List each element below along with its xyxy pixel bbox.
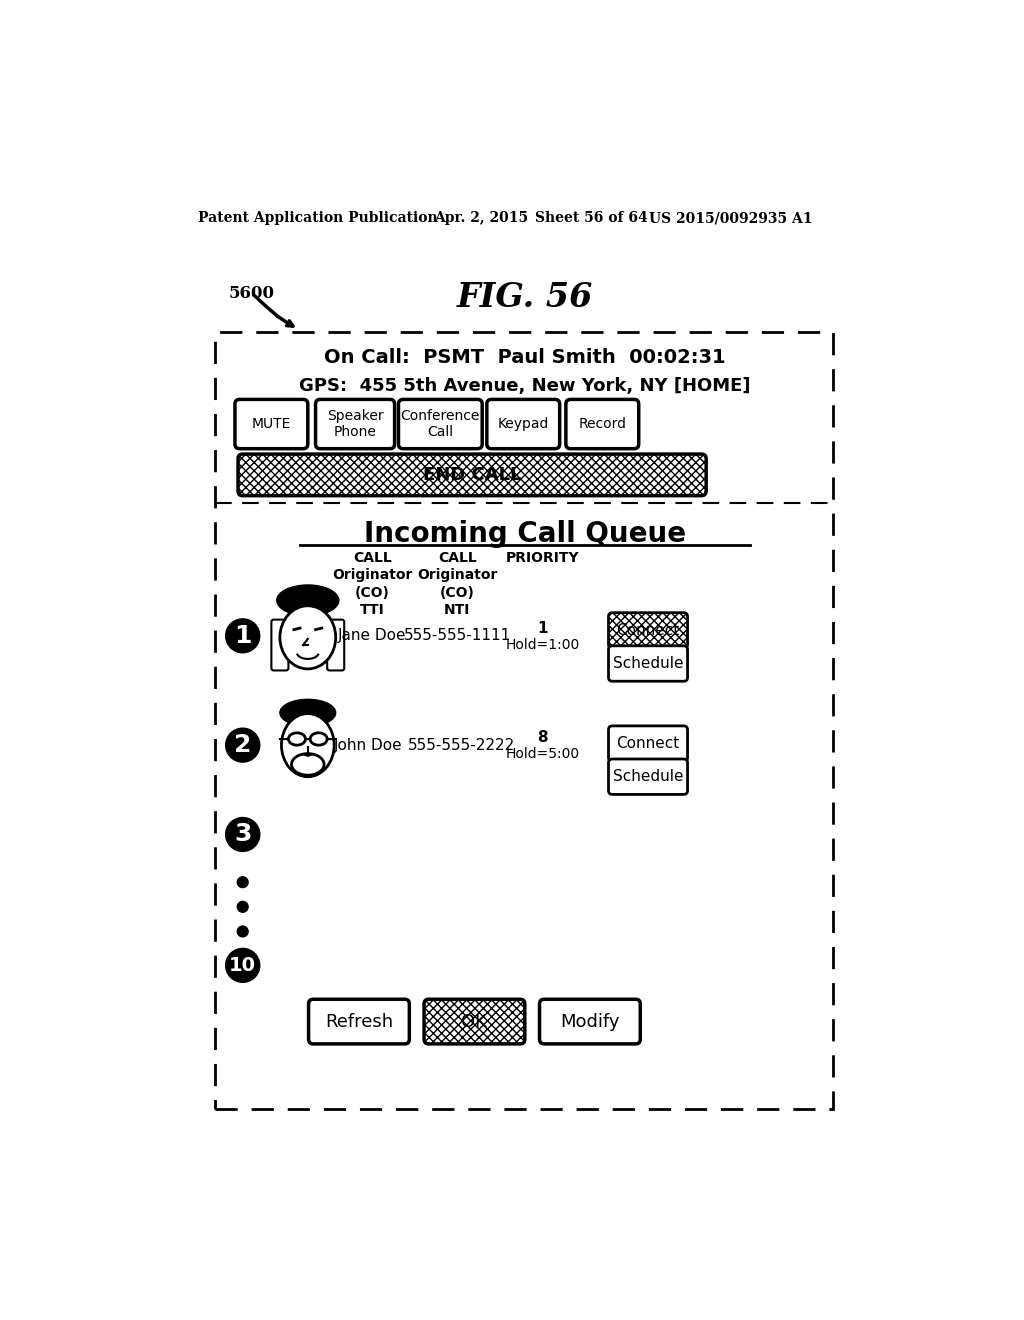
Text: Incoming Call Queue: Incoming Call Queue (364, 520, 686, 548)
Text: PRIORITY: PRIORITY (506, 552, 580, 565)
FancyBboxPatch shape (234, 400, 308, 449)
Circle shape (225, 817, 260, 851)
Text: 3: 3 (234, 822, 251, 846)
FancyBboxPatch shape (308, 999, 410, 1044)
Text: Record: Record (579, 417, 627, 432)
Ellipse shape (310, 733, 328, 744)
FancyBboxPatch shape (424, 999, 524, 1044)
Text: 2: 2 (234, 733, 251, 758)
Text: Speaker
Phone: Speaker Phone (327, 409, 383, 440)
Text: 1: 1 (538, 620, 548, 636)
Text: On Call:  PSMT  Paul Smith  00:02:31: On Call: PSMT Paul Smith 00:02:31 (324, 347, 726, 367)
Circle shape (238, 902, 248, 912)
Text: GPS:  455 5th Avenue, New York, NY [HOME]: GPS: 455 5th Avenue, New York, NY [HOME] (299, 376, 751, 395)
Circle shape (225, 948, 260, 982)
Text: Keypad: Keypad (498, 417, 549, 432)
Text: Hold=5:00: Hold=5:00 (506, 747, 580, 762)
Text: 1: 1 (233, 624, 252, 648)
FancyBboxPatch shape (608, 645, 687, 681)
FancyBboxPatch shape (566, 400, 639, 449)
FancyBboxPatch shape (398, 400, 482, 449)
Text: END CALL: END CALL (423, 466, 521, 484)
Text: Conference
Call: Conference Call (400, 409, 480, 440)
Text: 555-555-1111: 555-555-1111 (403, 628, 511, 643)
Text: Schedule: Schedule (612, 656, 683, 671)
Text: Modify: Modify (560, 1012, 620, 1031)
Text: Jane Doe: Jane Doe (338, 628, 407, 643)
Text: OK: OK (462, 1012, 487, 1031)
FancyBboxPatch shape (271, 619, 289, 671)
Text: Connect: Connect (616, 737, 680, 751)
FancyBboxPatch shape (608, 726, 687, 762)
Text: 5600: 5600 (228, 285, 274, 302)
Text: Sheet 56 of 64: Sheet 56 of 64 (535, 211, 647, 226)
FancyBboxPatch shape (215, 331, 834, 1109)
Text: Connect: Connect (616, 623, 680, 638)
FancyBboxPatch shape (238, 454, 707, 496)
Circle shape (238, 876, 248, 887)
FancyBboxPatch shape (486, 400, 560, 449)
Text: US 2015/0092935 A1: US 2015/0092935 A1 (649, 211, 812, 226)
FancyBboxPatch shape (540, 999, 640, 1044)
Circle shape (225, 619, 260, 653)
Text: 8: 8 (538, 730, 548, 744)
Circle shape (225, 729, 260, 762)
FancyBboxPatch shape (315, 400, 394, 449)
Ellipse shape (282, 714, 334, 776)
Text: Schedule: Schedule (612, 770, 683, 784)
FancyBboxPatch shape (608, 759, 687, 795)
Text: FIG. 56: FIG. 56 (457, 281, 593, 314)
Text: 10: 10 (229, 956, 256, 975)
Text: Hold=1:00: Hold=1:00 (506, 638, 580, 652)
FancyBboxPatch shape (608, 612, 687, 648)
Text: Patent Application Publication: Patent Application Publication (198, 211, 437, 226)
Circle shape (238, 927, 248, 937)
Text: Apr. 2, 2015: Apr. 2, 2015 (434, 211, 528, 226)
Ellipse shape (276, 585, 339, 615)
Text: MUTE: MUTE (252, 417, 291, 432)
Ellipse shape (289, 733, 305, 744)
Ellipse shape (292, 754, 324, 775)
Ellipse shape (280, 700, 336, 726)
Text: Refresh: Refresh (325, 1012, 393, 1031)
Text: John Doe: John Doe (334, 738, 402, 752)
Text: CALL
Originator
(CO)
TTI: CALL Originator (CO) TTI (332, 552, 413, 616)
Text: 555-555-2222: 555-555-2222 (408, 738, 515, 752)
FancyBboxPatch shape (328, 619, 344, 671)
Text: CALL
Originator
(CO)
NTI: CALL Originator (CO) NTI (417, 552, 498, 616)
Ellipse shape (280, 606, 336, 669)
